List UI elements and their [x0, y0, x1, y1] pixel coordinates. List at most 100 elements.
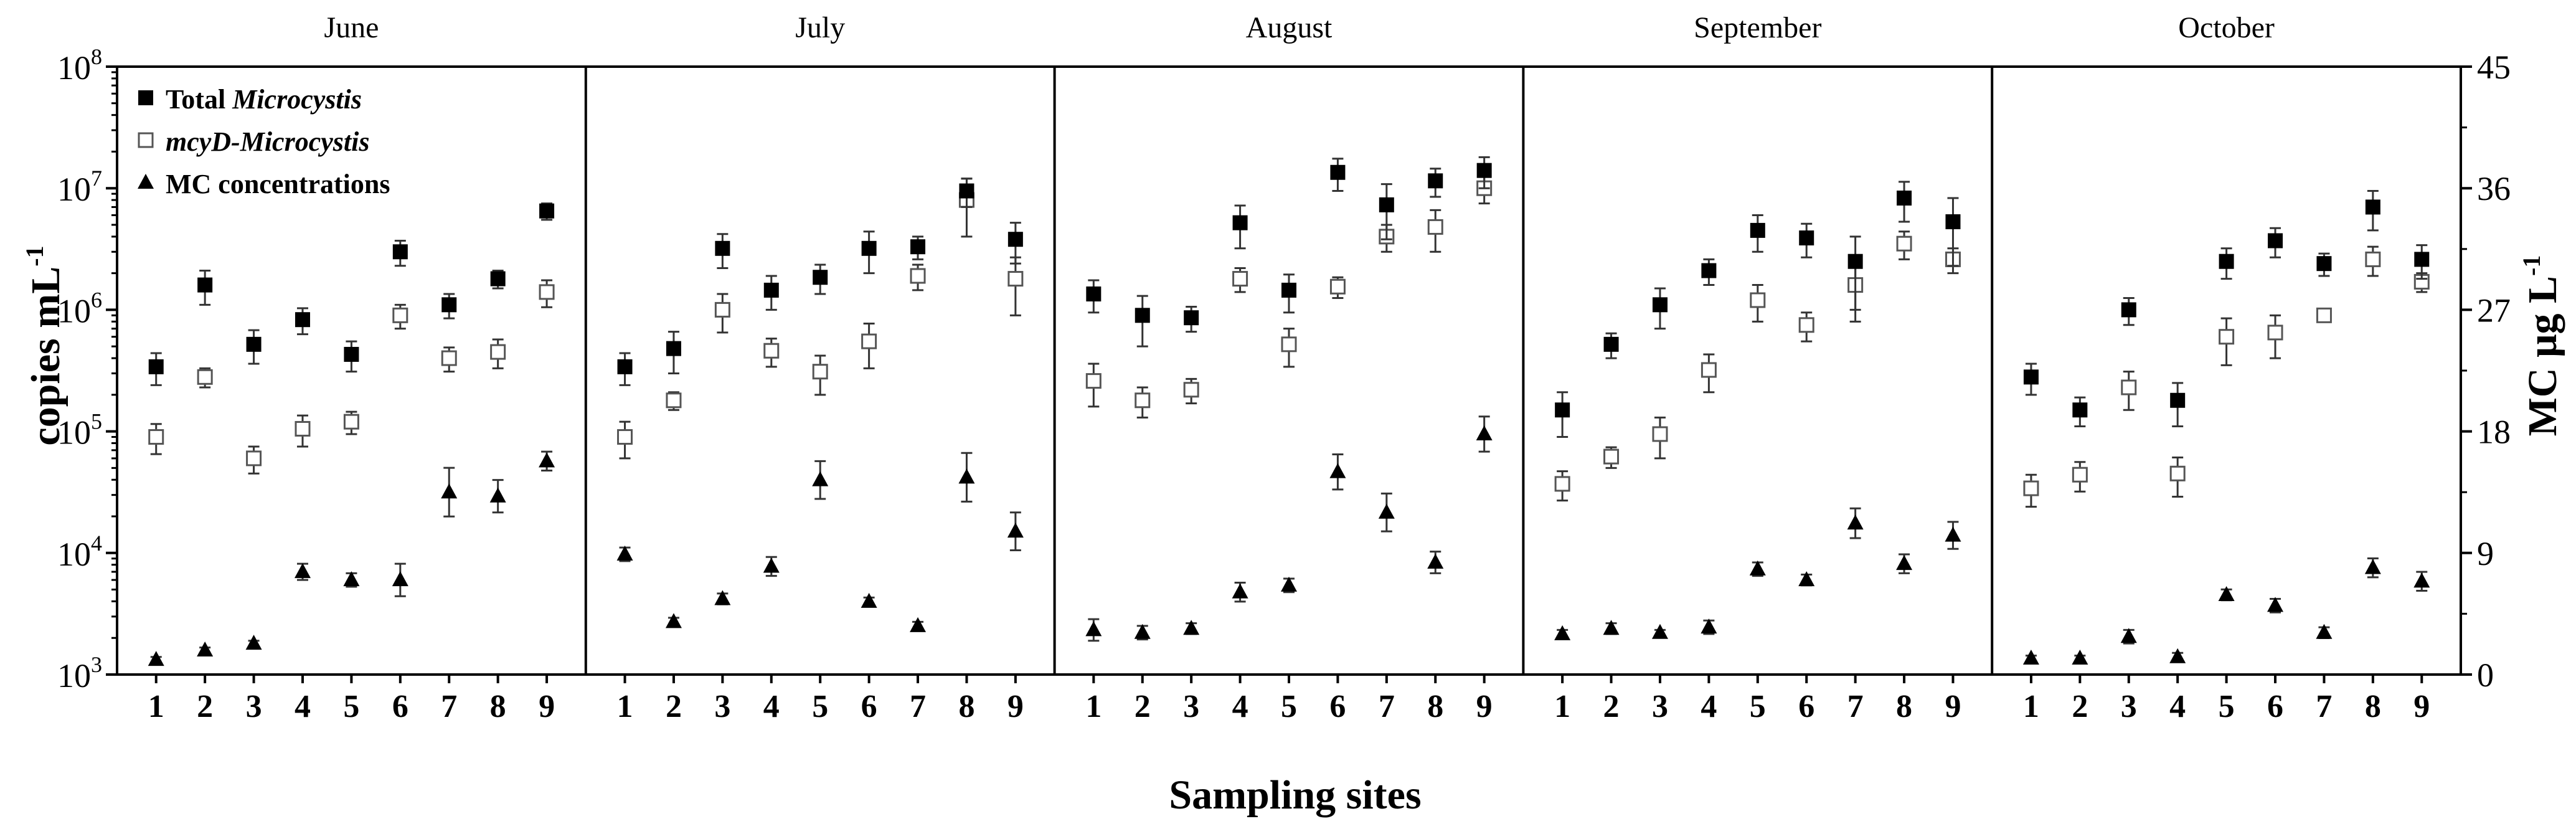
- total-point: [1945, 214, 1961, 230]
- x-tick-label: 5: [1281, 689, 1297, 724]
- legend-marker-total: [138, 90, 153, 105]
- panel-title: June: [324, 11, 379, 44]
- mcyd-point: [617, 429, 633, 445]
- mcyd-point: [441, 350, 457, 366]
- total-point: [1847, 253, 1863, 269]
- mcyd-point: [343, 414, 359, 430]
- mcyd-point: [2121, 379, 2137, 396]
- total-point: [1476, 163, 1492, 178]
- mc-point: [958, 468, 975, 484]
- total-point: [1603, 336, 1619, 352]
- mcyd-point: [1329, 278, 1346, 295]
- total-point: [539, 203, 555, 219]
- right-tick-label: 36: [2477, 170, 2511, 207]
- mcyd-point: [2072, 467, 2088, 483]
- mcyd-point: [539, 284, 555, 300]
- left-tick-label: 105: [57, 409, 102, 452]
- total-point: [1897, 190, 1912, 206]
- mc-point: [616, 545, 633, 561]
- x-tick-label: 2: [1603, 689, 1620, 724]
- total-point: [666, 341, 681, 356]
- total-point: [2170, 392, 2186, 408]
- mcyd-point: [763, 343, 780, 359]
- mc-point: [2413, 572, 2430, 588]
- mcyd-point: [666, 392, 682, 409]
- panel-title: October: [2178, 11, 2275, 44]
- mcyd-point: [148, 429, 164, 445]
- mc-point: [1945, 526, 1961, 542]
- x-tick-label: 5: [343, 689, 359, 724]
- total-point: [1330, 164, 1346, 180]
- mcyd-point: [2169, 465, 2186, 481]
- x-tick-label: 4: [763, 689, 780, 724]
- mcyd-point: [1652, 426, 1668, 442]
- total-point: [959, 183, 974, 199]
- mcyd-point: [1135, 392, 1151, 409]
- total-point: [861, 240, 877, 256]
- total-point: [1701, 263, 1717, 278]
- x-tick-label: 5: [812, 689, 828, 724]
- mc-point: [1896, 555, 1913, 571]
- mcyd-point: [2219, 329, 2235, 345]
- mc-point: [1085, 621, 1102, 637]
- mc-point: [1281, 576, 1297, 592]
- total-point: [246, 336, 262, 352]
- left-tick-label: 108: [57, 44, 102, 87]
- x-tick-label: 3: [1652, 689, 1668, 724]
- mc-point: [2364, 559, 2381, 574]
- legend-label: mcyD-Microcystis: [166, 126, 369, 157]
- x-tick-label: 1: [1554, 689, 1570, 724]
- legend-marker-mcyd: [138, 132, 154, 148]
- total-point: [441, 297, 457, 313]
- left-axis-label-sup: -1: [21, 245, 49, 266]
- x-tick-label: 8: [2365, 689, 2381, 724]
- mcyd-point: [1603, 448, 1620, 465]
- x-tick-label: 1: [617, 689, 633, 724]
- x-tick-label: 6: [861, 689, 877, 724]
- total-point: [1652, 297, 1668, 313]
- mc-point: [665, 613, 682, 628]
- mc-point: [441, 483, 458, 499]
- x-tick-label: 6: [1329, 689, 1346, 724]
- mc-point: [2022, 649, 2039, 665]
- mc-point: [1749, 560, 1766, 576]
- total-point: [148, 359, 164, 374]
- mc-point: [2218, 586, 2235, 602]
- mc-point: [197, 641, 214, 656]
- total-point: [1750, 222, 1765, 238]
- total-point: [1007, 232, 1023, 247]
- mcyd-point: [295, 420, 311, 437]
- x-tick-label: 3: [1183, 689, 1199, 724]
- x-tick-label: 8: [1427, 689, 1443, 724]
- mcyd-point: [812, 364, 828, 380]
- legend: Total Microcystis mcyD-Microcystis MC conc…: [138, 84, 390, 199]
- mcyd-point: [861, 333, 877, 349]
- total-point: [295, 312, 310, 328]
- mc-point: [245, 635, 262, 650]
- x-tick-label: 7: [2316, 689, 2332, 724]
- x-tick-label: 2: [1135, 689, 1151, 724]
- x-tick-label: 9: [1476, 689, 1493, 724]
- x-tick-label: 8: [1896, 689, 1912, 724]
- right-axis: 0 9 18 27 36 45: [2461, 49, 2511, 694]
- mc-point: [1554, 625, 1571, 640]
- x-tick-label: 1: [1085, 689, 1102, 724]
- total-point: [1232, 215, 1248, 230]
- total-point: [1799, 230, 1814, 246]
- x-tick-label: 9: [1945, 689, 1961, 724]
- total-point: [1086, 286, 1102, 301]
- total-point: [2219, 253, 2234, 269]
- mc-point: [1603, 620, 1620, 635]
- right-axis-label-base: MC μg L: [2520, 276, 2565, 436]
- x-tick-label: 2: [666, 689, 682, 724]
- legend-label: Total Microcystis: [166, 84, 362, 115]
- x-axis-label: Sampling sites: [1169, 772, 1421, 818]
- mcyd-point: [1281, 336, 1297, 353]
- total-point: [2316, 256, 2332, 272]
- x-tick-label: 7: [1847, 689, 1864, 724]
- mc-point: [2072, 649, 2088, 665]
- x-tick-label: 4: [2169, 689, 2186, 724]
- mcyd-point: [2316, 307, 2332, 323]
